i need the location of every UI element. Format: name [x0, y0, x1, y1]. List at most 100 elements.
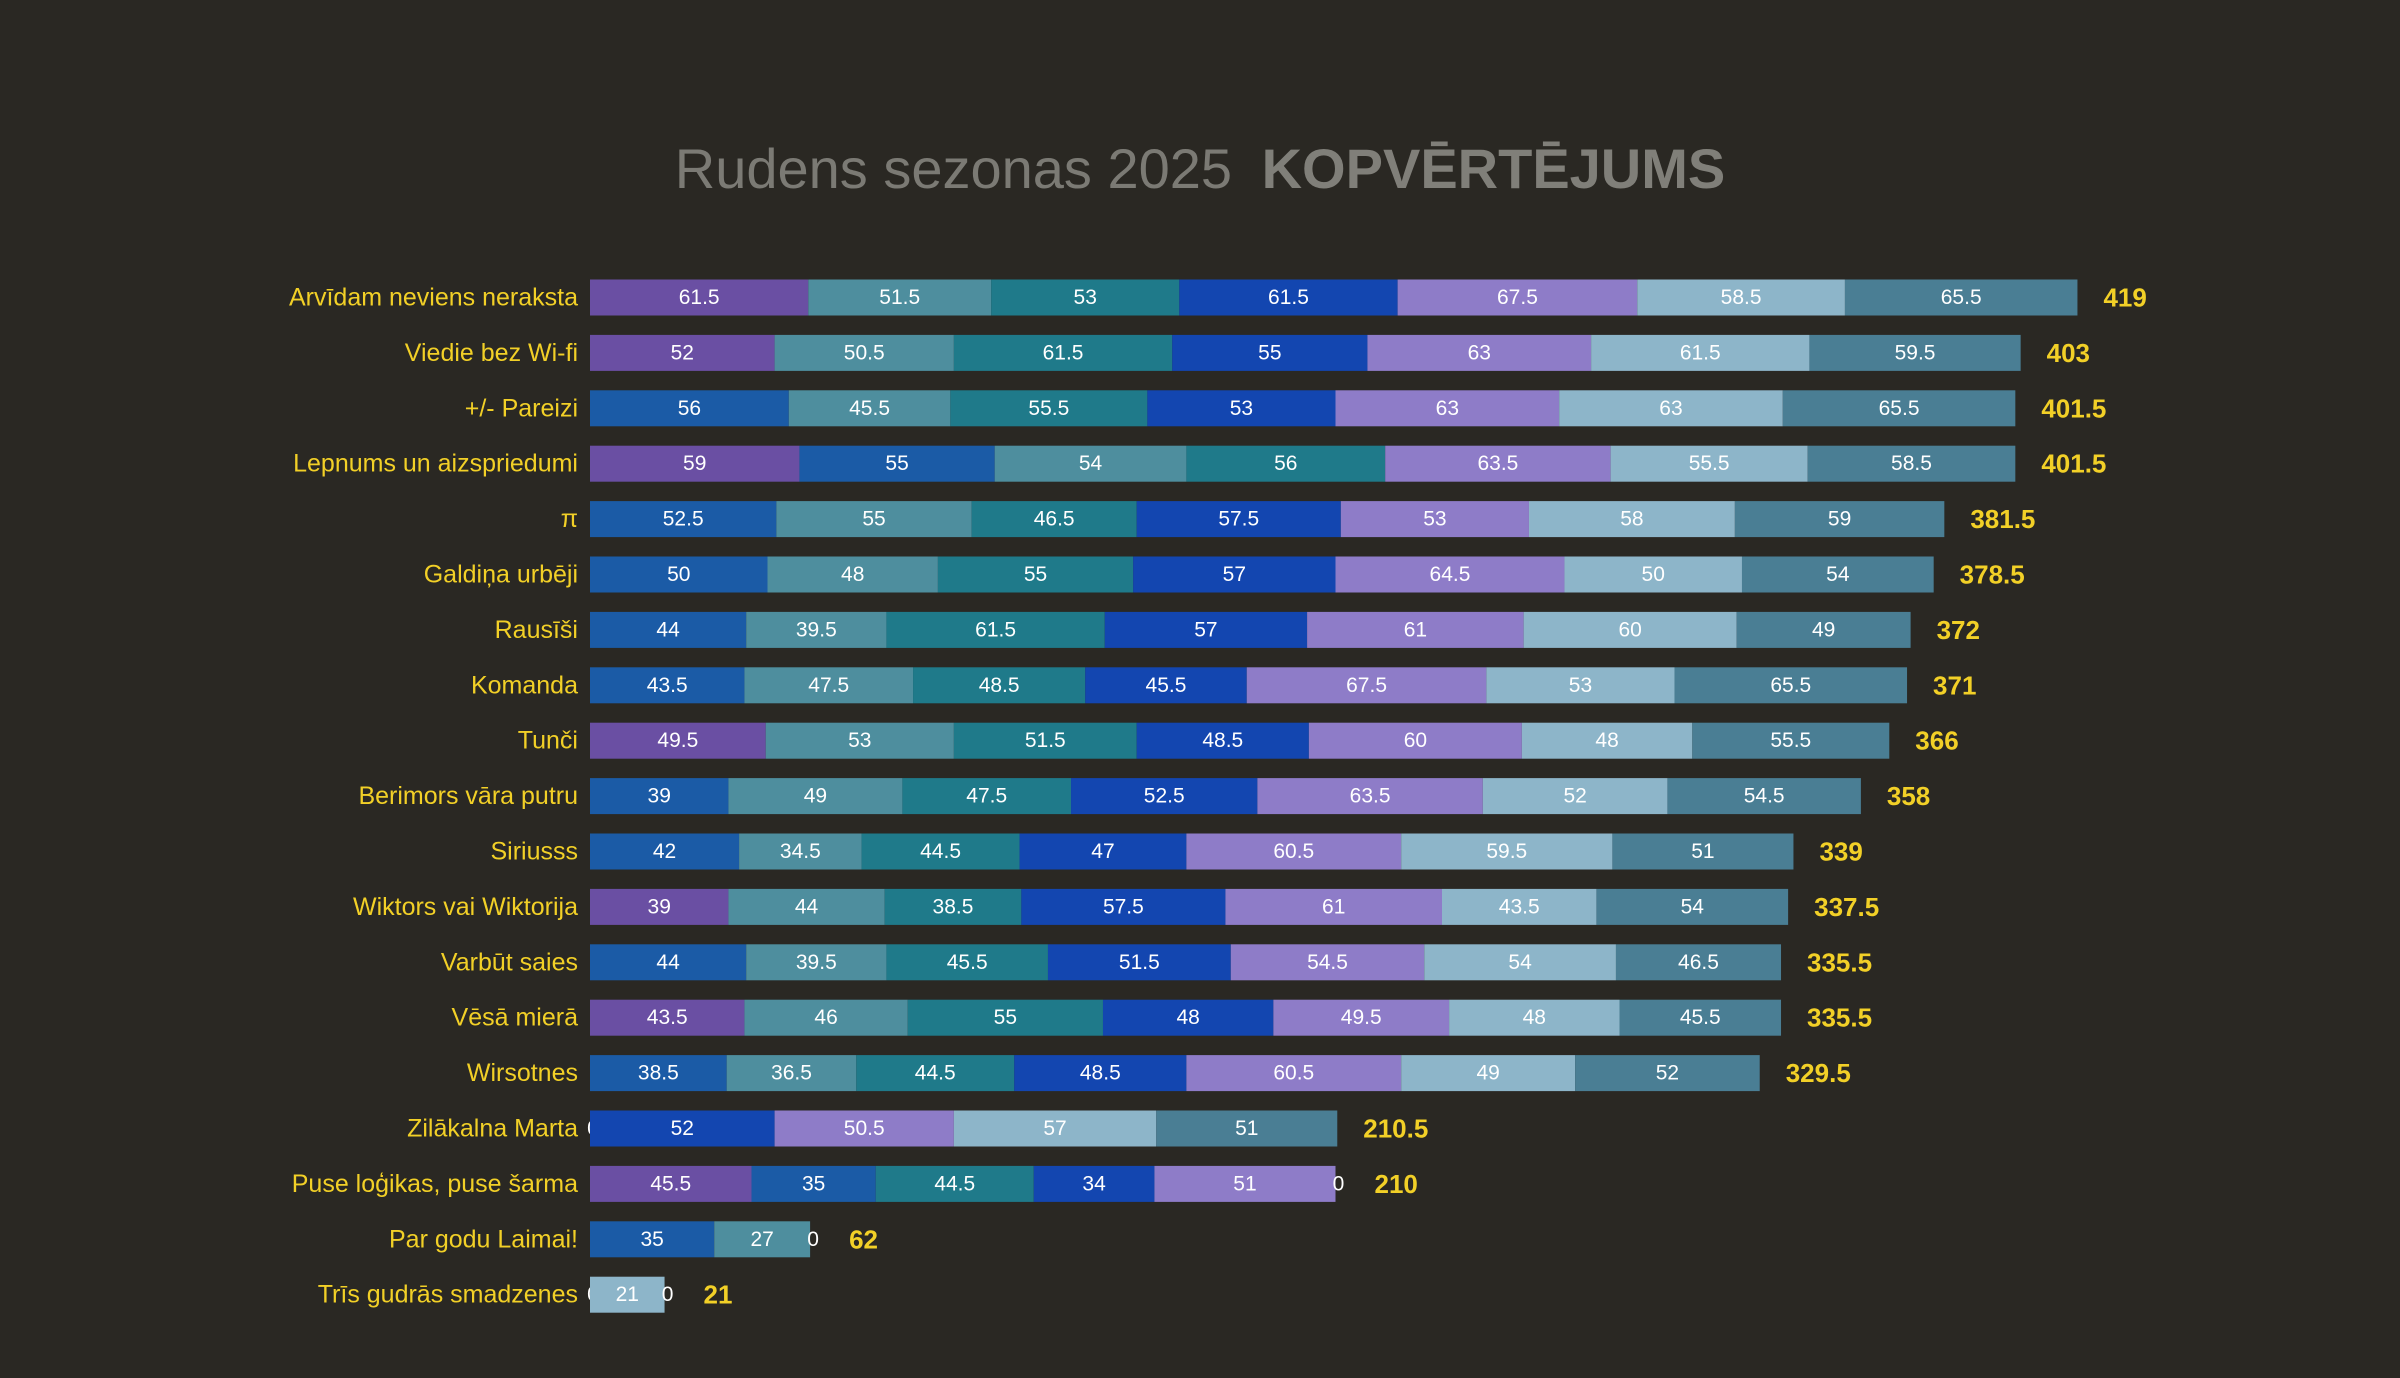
segment-label: 27 [750, 1228, 773, 1251]
segment-label: 48.5 [979, 674, 1020, 697]
segment-label: 57 [1223, 563, 1246, 586]
bar-segment [1021, 888, 1226, 925]
team-label: Berimors vāra putru [358, 782, 578, 810]
segment-label: 53 [848, 729, 871, 752]
bar-segment [1019, 833, 1187, 870]
segment-label: 43.5 [647, 674, 688, 697]
bar-row: +/- Pareizi 56 45.5 55.5 53 63 63 65.5 401.5 [465, 390, 2106, 427]
segment-label: 51 [1235, 1117, 1258, 1140]
bar-row: Tunči 49.5 53 51.5 48.5 60 48 55.5 366 [518, 722, 1959, 759]
segment-label: 57.5 [1103, 895, 1144, 918]
bar-row: Rausīši 44 39.5 61.5 57 61 60 49 372 [495, 611, 1980, 648]
segment-label: 54 [1079, 452, 1103, 475]
segment-label: 67.5 [1497, 286, 1538, 309]
segment-label: 0 [1333, 1172, 1345, 1195]
segment-label: 58.5 [1891, 452, 1932, 475]
bar-segment [1736, 611, 1911, 648]
segment-label: 47.5 [808, 674, 849, 697]
segment-label: 59.5 [1486, 840, 1527, 863]
segment-label: 48 [1523, 1006, 1546, 1029]
segment-label: 43.5 [1499, 895, 1540, 918]
bar-segment [1156, 1110, 1338, 1147]
bar-segment [950, 390, 1148, 427]
bar-segment [590, 833, 740, 870]
segment-label: 45.5 [1146, 674, 1187, 697]
team-label: Tunči [518, 727, 578, 755]
bar-row: Berimors vāra putru 39 49 47.5 52.5 63.5 52 54.… [358, 778, 1930, 815]
bar-segment [1104, 611, 1308, 648]
segment-label: 60 [1618, 618, 1641, 641]
bar-segment [799, 445, 995, 482]
bar-segment [1047, 944, 1231, 981]
bar-segment [751, 1165, 876, 1202]
bar-segment [913, 667, 1086, 704]
bar-segment [1674, 667, 1908, 704]
bar-segment [886, 944, 1048, 981]
team-label: Varbūt saies [441, 948, 578, 976]
bar-segment [1610, 445, 1808, 482]
bar-segment [1442, 888, 1597, 925]
bar-segment [590, 944, 747, 981]
bar-segment [590, 390, 789, 427]
bar-segment [1085, 667, 1247, 704]
segment-label: 58.5 [1721, 286, 1762, 309]
bar-segment [746, 944, 887, 981]
segment-label: 49 [1812, 618, 1835, 641]
segment-label: 39 [648, 895, 671, 918]
segment-label: 0 [662, 1283, 674, 1306]
total-label: 401.5 [2041, 393, 2106, 423]
total-label: 335.5 [1807, 947, 1872, 977]
bar-segment [590, 501, 777, 538]
team-label: Siriusss [490, 838, 578, 866]
bar-segment [1564, 556, 1742, 593]
bar-segment [1308, 722, 1522, 759]
bar-row: Viedie bez Wi-fi 52 50.5 61.5 55 63 61.5 59.5 40… [405, 334, 2090, 371]
bar-segment [590, 1221, 715, 1258]
segment-label: 55 [885, 452, 908, 475]
team-label: Lepnums un aizspriedumi [293, 450, 578, 478]
bar-segment [1528, 501, 1735, 538]
segment-label: 59 [683, 452, 706, 475]
bar-segment [953, 722, 1137, 759]
segment-label: 50 [667, 563, 690, 586]
bar-segment [1340, 501, 1529, 538]
segment-label: 55.5 [1689, 452, 1730, 475]
segment-label: 60 [1404, 729, 1427, 752]
bar-segment [1692, 722, 1890, 759]
bar-segment [590, 778, 729, 815]
segment-label: 39.5 [796, 951, 837, 974]
segment-label: 53 [1230, 397, 1253, 420]
bar-segment [1482, 778, 1668, 815]
total-label: 371 [1933, 670, 1976, 700]
bar-segment [728, 888, 885, 925]
total-label: 378.5 [1960, 560, 2025, 590]
segment-label: 50.5 [844, 1117, 885, 1140]
segment-label: 48 [1176, 1006, 1199, 1029]
bar-segment [1186, 1055, 1402, 1092]
bar-row: Wirsotnes 38.5 36.5 44.5 48.5 60.5 49 52 329.5 [467, 1055, 1851, 1092]
bar-segment [937, 556, 1134, 593]
bar-segment [861, 833, 1020, 870]
total-label: 21 [704, 1280, 733, 1310]
total-label: 372 [1937, 615, 1980, 645]
team-label: Rausīši [495, 616, 578, 644]
bar-row: π 52.5 55 46.5 57.5 53 58 59 381.5 [561, 501, 2035, 538]
bar-segment [1486, 667, 1675, 704]
bar-segment [776, 501, 972, 538]
segment-label: 61.5 [975, 618, 1016, 641]
bar-segment [1172, 334, 1368, 371]
segment-label: 44.5 [920, 840, 961, 863]
bar-segment [953, 1110, 1157, 1147]
bar-segment [907, 999, 1103, 1036]
total-label: 381.5 [1970, 504, 2035, 534]
total-label: 335.5 [1807, 1003, 1872, 1033]
bar-segment [774, 1110, 954, 1147]
bar-segment [590, 445, 800, 482]
team-label: Par godu Laimai! [389, 1225, 578, 1253]
bar-segment [1014, 1055, 1187, 1092]
segment-label: 57.5 [1218, 508, 1259, 531]
chart-title: Rudens sezonas 2025 KOPVĒRTĒJUMS [675, 137, 1726, 200]
bar-segment [1335, 556, 1565, 593]
bar-segment [884, 888, 1022, 925]
bar-row: Siriusss 42 34.5 44.5 47 60.5 59.5 51 339 [490, 833, 1863, 870]
